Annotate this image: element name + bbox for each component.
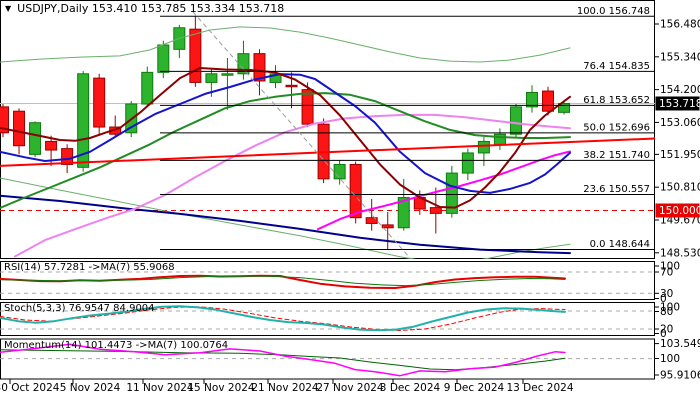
date-axis-label: 9 Dec 2024 (444, 382, 505, 394)
rsi-indicator-label: RSI(14) 57.7281 ->MA(7) 55.9068 (4, 262, 175, 273)
overlay-ma-blue (0, 73, 571, 194)
candle (0, 104, 9, 138)
candle (301, 82, 314, 128)
candle (509, 104, 522, 138)
candle (461, 148, 474, 181)
date-axis-label: 21 Nov 2024 (251, 382, 319, 394)
candle (221, 57, 234, 110)
stoch-indicator-label: Stoch(5,3,3) 76.9547 84.9004 (4, 303, 155, 314)
price-axis-label: 156.480 (660, 19, 700, 31)
rsi-pane[interactable] (0, 271, 655, 294)
fib-level-label: 38.2 151.740 (583, 150, 650, 161)
overlay-red-sloped-line (0, 137, 655, 167)
fib-level-label: 76.4 154.835 (583, 61, 650, 72)
fib-level-label: 50.0 152.696 (583, 122, 650, 133)
rsi-ma-line (0, 275, 566, 287)
chart-title: ▼ USDJPY,Daily 153.410 153.785 153.334 15… (5, 2, 284, 15)
stoch-axis-label: 0 (660, 328, 667, 340)
candle (93, 73, 106, 136)
date-axis-label: 13 Dec 2024 (506, 382, 573, 394)
candle (558, 101, 571, 115)
price-axis-label: 148.530 (660, 247, 700, 259)
rsi-axis-label: 70 (660, 267, 673, 279)
momentum-axis-label: 100 (660, 353, 680, 365)
price-axis-label: 153.060 (660, 117, 700, 129)
overlay-envelope-lower (0, 177, 571, 259)
trendline[interactable] (192, 11, 411, 259)
candle (445, 165, 458, 218)
candle (189, 16, 202, 87)
candle (269, 65, 282, 89)
date-axis-label: 11 Nov 2024 (126, 382, 194, 394)
overlay-ma-plum (14, 113, 571, 258)
overlay-ma-navy-slow (0, 194, 571, 255)
stoch-pane[interactable] (0, 305, 655, 332)
fib-level-label: 0.0 148.644 (590, 239, 650, 250)
key-level-badge (655, 203, 700, 218)
date-axis-label: 27 Nov 2024 (316, 382, 384, 394)
symbol-ohlc-title: USDJPY,Daily 153.410 153.785 153.334 153… (17, 2, 285, 15)
main-price-pane[interactable]: 100.0 156.748 76.4 154.835 61.8 153.652 50.… (0, 6, 655, 263)
stoch-pane-frame (0, 302, 655, 336)
price-axis[interactable]: 156.480 155.340 154.200 153.060 151.950 150.8… (655, 19, 700, 260)
stoch-axis-label: 20 (660, 324, 673, 336)
momentum-axis-label: 103.5493 (660, 338, 700, 350)
candle (141, 66, 154, 107)
momentum-indicator-label: Momentum(14) 101.4473 ->MA(7) 100.0764 (4, 340, 229, 351)
date-axis-label: 5 Nov 2024 (60, 382, 121, 394)
symbol-dropdown-arrow-icon[interactable]: ▼ (5, 4, 12, 13)
momentum-pane[interactable] (0, 343, 655, 377)
overlay-ma-maroon-fast (0, 67, 571, 209)
price-axis-label: 154.200 (660, 84, 700, 96)
current-price-badge (655, 96, 700, 111)
candle (542, 86, 555, 116)
candle (429, 187, 442, 234)
candle (237, 40, 250, 80)
stoch-signal-line (0, 306, 566, 331)
rsi-axis-label: 0 (660, 293, 667, 305)
candle (381, 211, 394, 250)
candle (253, 49, 266, 96)
candle (29, 121, 42, 158)
momentum-line (0, 343, 566, 377)
candle (365, 198, 378, 231)
fib-level-label: 100.0 156.748 (577, 6, 650, 17)
overlay-ma-green (0, 92, 571, 209)
fib-level-label: 61.8 153.652 (583, 95, 650, 106)
overlay-envelope-upper (0, 26, 571, 63)
rsi-axis-label: 100 (660, 261, 680, 273)
stoch-axis-label: 80 (660, 306, 673, 318)
rsi-axis-label: 30 (660, 288, 673, 300)
price-axis-label: 150.810 (660, 182, 700, 194)
date-axis-label: 3 Dec 2024 (380, 382, 441, 394)
stoch-axis-label: 100 (660, 302, 680, 314)
current-price-badge-text: 153.718 (659, 98, 700, 110)
candle (477, 137, 490, 166)
overlay-ma-magenta (317, 150, 571, 231)
stoch-main-line (0, 305, 566, 332)
momentum-axis-label: 95.9106 (660, 370, 700, 382)
price-axis-label: 155.340 (660, 51, 700, 63)
candle (333, 160, 346, 185)
key-level-badge-text: 150.000 (659, 205, 700, 217)
date-axis-label: 15 Nov 2024 (187, 382, 255, 394)
candle (317, 118, 330, 184)
candle (525, 85, 538, 113)
price-axis-label: 151.950 (660, 149, 700, 161)
fibonacci-retracement[interactable]: 100.0 156.748 76.4 154.835 61.8 153.652 50.… (160, 6, 655, 251)
fib-level-label: 23.6 150.557 (583, 184, 650, 195)
date-axis-label: 30 Oct 2024 (0, 382, 60, 394)
